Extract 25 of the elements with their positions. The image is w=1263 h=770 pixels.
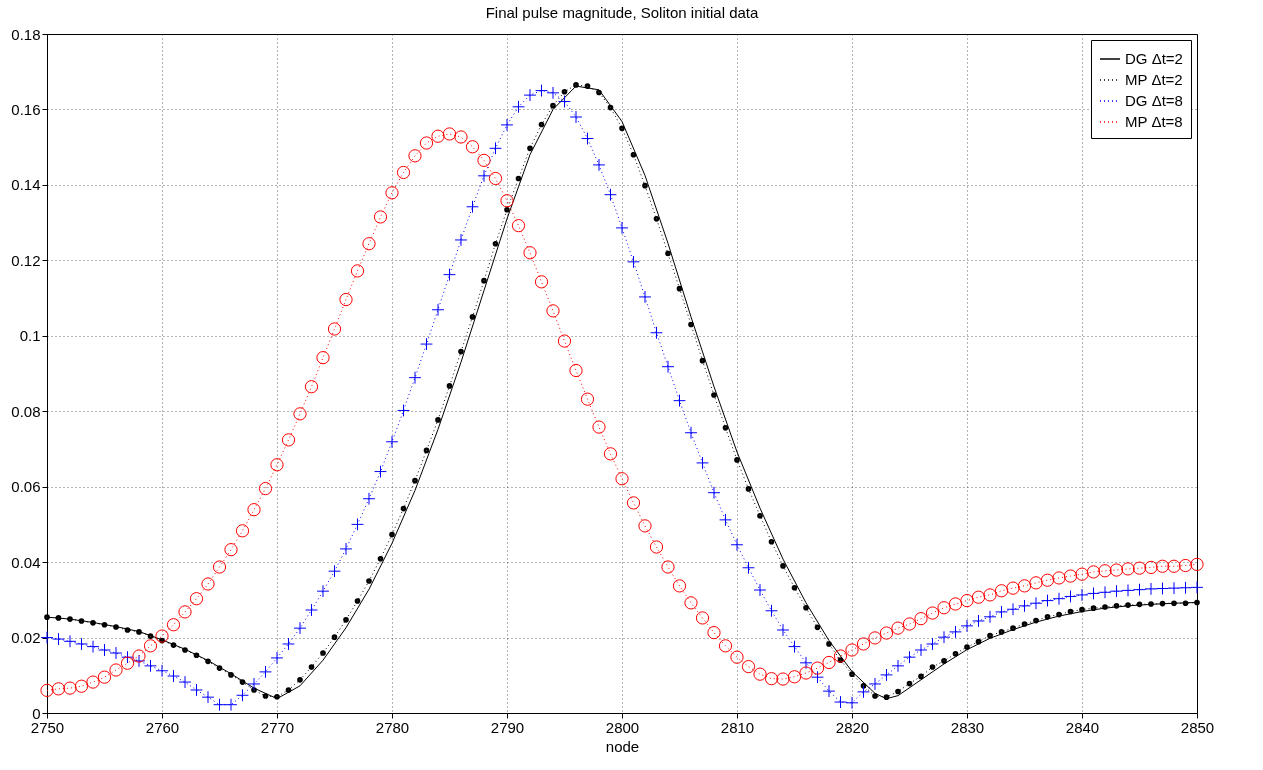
y-tick-label: 0.14	[11, 176, 41, 194]
x-tick-label: 2850	[1180, 718, 1215, 736]
chart-title: Final pulse magnitude, Soliton initial data	[485, 4, 759, 21]
x-tick-label: 2820	[835, 718, 870, 736]
legend-label: MP Δt=2	[1125, 71, 1183, 88]
x-tick-label: 2800	[605, 718, 640, 736]
y-tick-label: 0.16	[11, 100, 41, 118]
x-tick-label: 2830	[950, 718, 985, 736]
y-tick-label: 0.08	[11, 402, 41, 420]
x-axis-title: node	[605, 737, 640, 755]
legend-label: DG Δt=8	[1125, 92, 1183, 109]
x-tick-label: 2760	[145, 718, 180, 736]
y-tick-label: 0.04	[11, 553, 41, 571]
y-tick-label: 0.18	[11, 25, 41, 43]
y-tick-label: 0.02	[11, 629, 41, 647]
x-tick-label: 2790	[490, 718, 525, 736]
legend-label: DG Δt=2	[1125, 50, 1183, 67]
y-tick-label: 0.06	[11, 478, 41, 496]
x-tick-label: 2840	[1065, 718, 1100, 736]
x-tick-label: 2810	[720, 718, 755, 736]
x-tick-label: 2770	[260, 718, 295, 736]
y-tick-label: 0.12	[11, 251, 41, 269]
legend-label: MP Δt=8	[1125, 113, 1183, 130]
x-tick-label: 2780	[375, 718, 410, 736]
y-tick-label: 0.1	[19, 327, 41, 345]
